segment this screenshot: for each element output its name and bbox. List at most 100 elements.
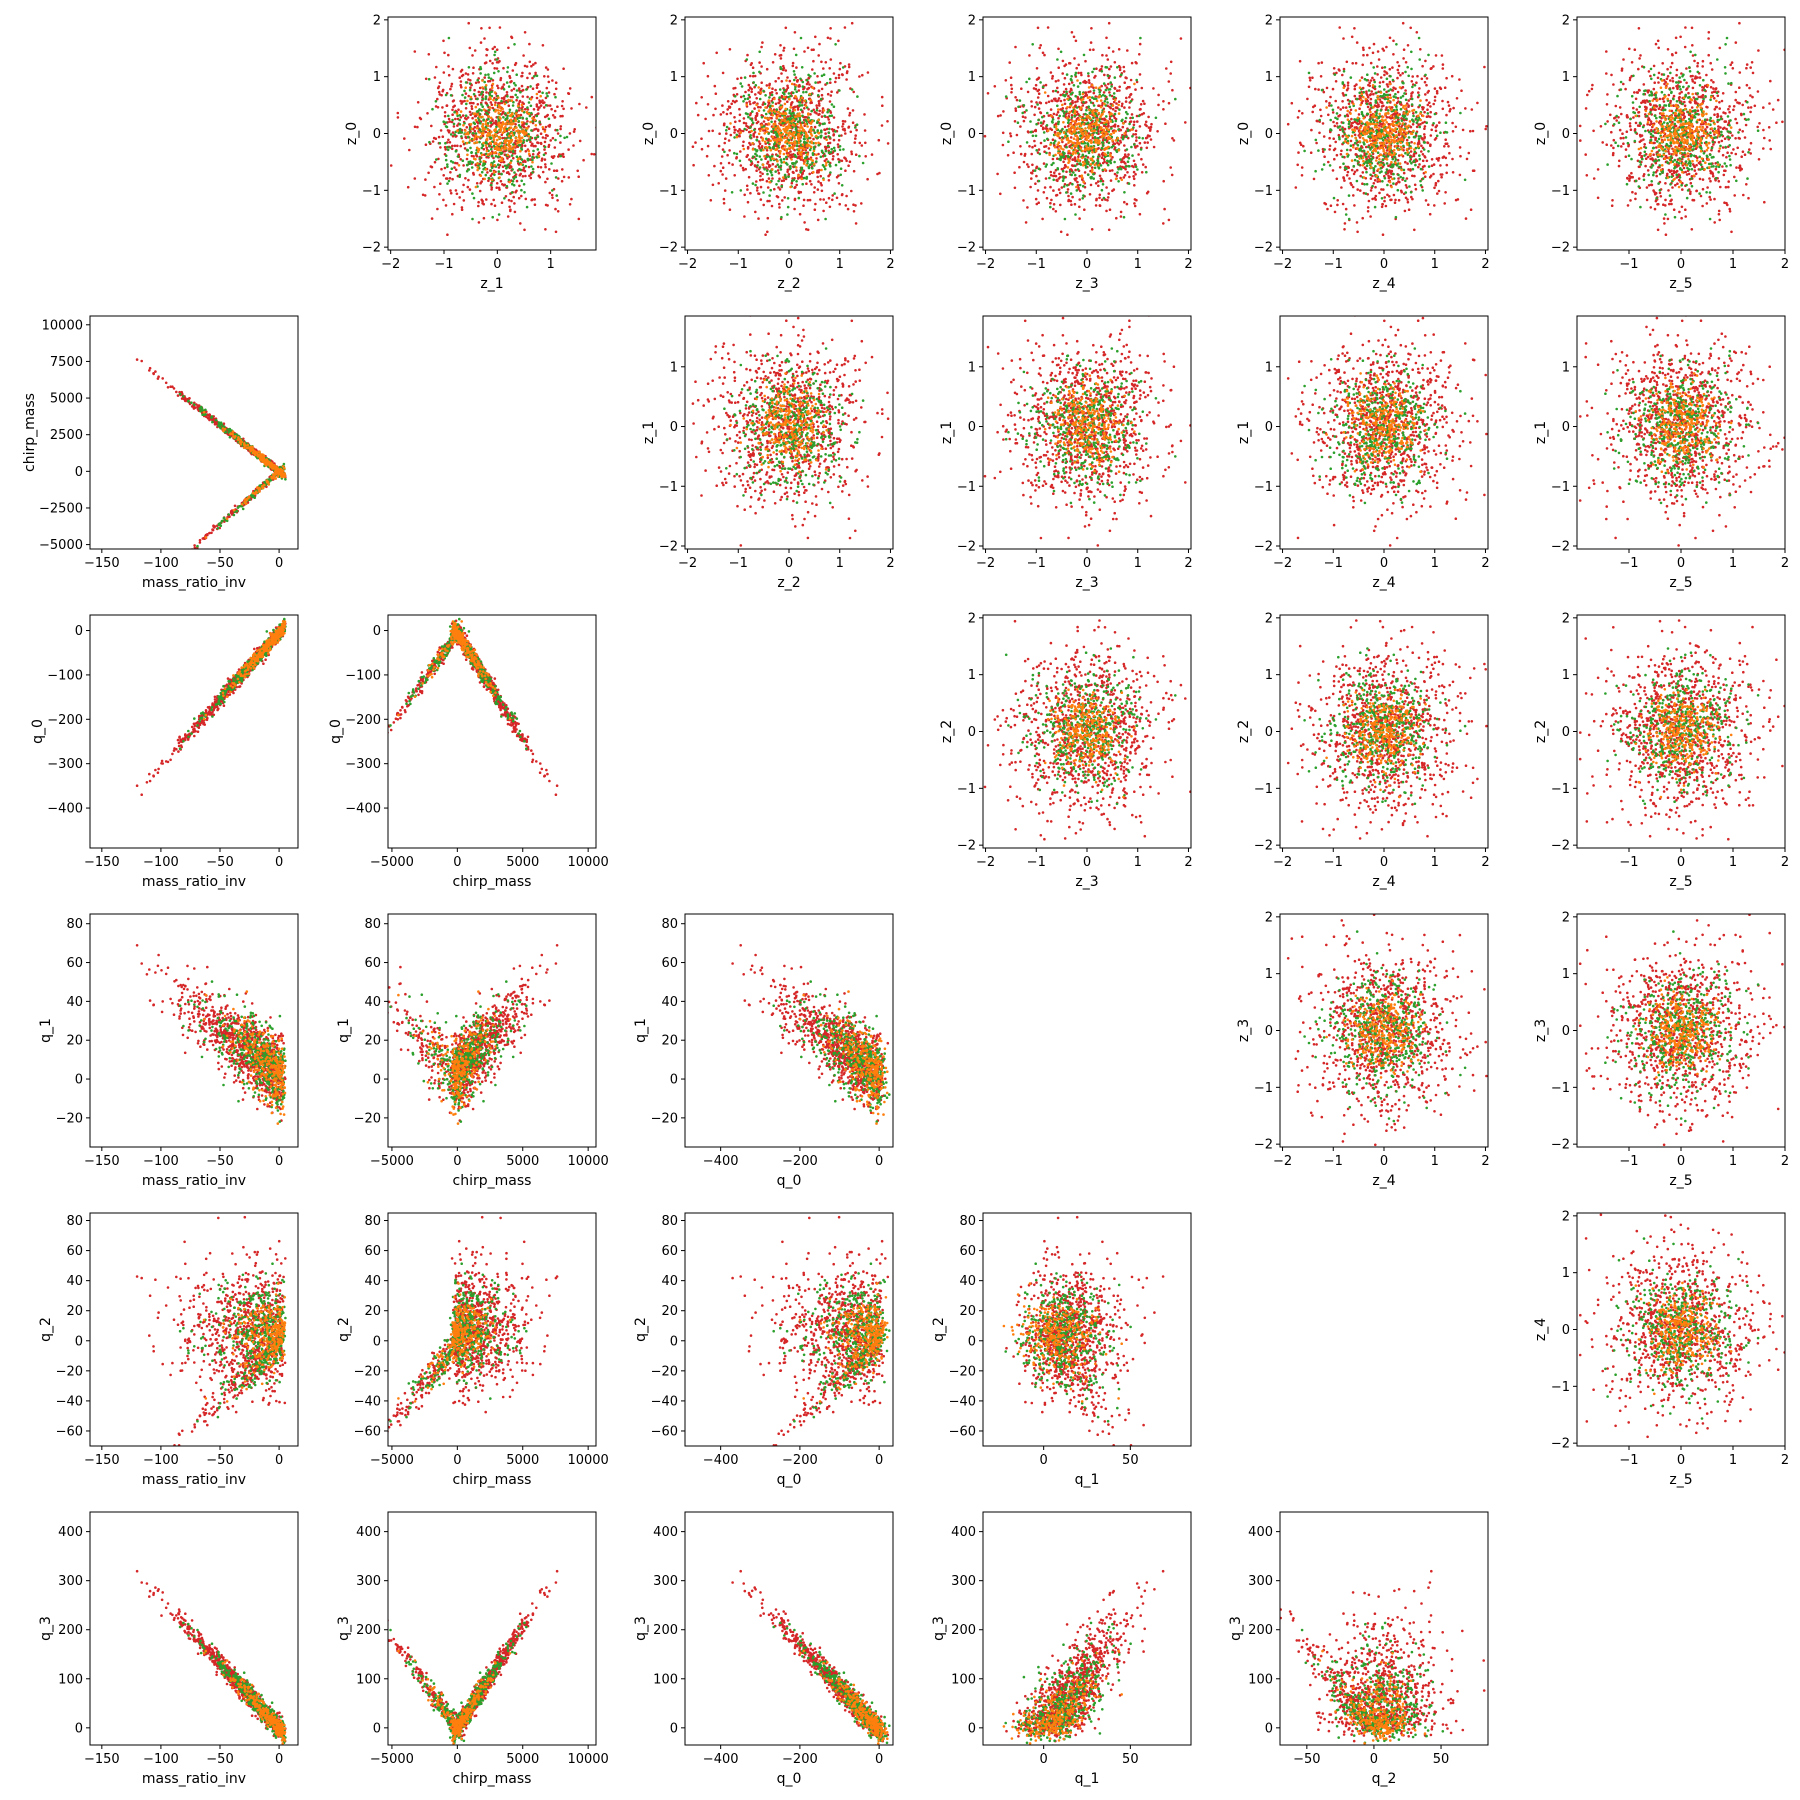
scatter-point <box>1078 217 1081 220</box>
scatter-point <box>553 109 557 113</box>
scatter-point <box>841 128 845 131</box>
scatter-point <box>849 130 853 134</box>
scatter-point <box>472 66 475 69</box>
scatter-point <box>795 144 799 148</box>
scatter-point <box>492 71 496 75</box>
scatter-point <box>850 152 854 156</box>
scatter-point <box>783 119 786 123</box>
scatter-point <box>822 67 825 70</box>
scatter-point <box>1079 189 1082 193</box>
scatter-point <box>491 172 494 176</box>
scatter-point <box>1101 183 1105 186</box>
scatter-point <box>506 132 510 135</box>
scatter-point <box>797 129 801 133</box>
scatter-point <box>762 148 765 152</box>
scatter-point <box>1049 143 1052 146</box>
scatter-point <box>1080 98 1083 102</box>
scatter-point <box>444 177 448 180</box>
scatter-point <box>795 90 798 94</box>
scatter-point <box>817 100 821 103</box>
scatter-point <box>832 116 836 119</box>
scatter-point <box>1010 87 1014 91</box>
scatter-point <box>1091 136 1095 140</box>
scatter-point <box>830 90 833 93</box>
scatter-point <box>451 134 455 138</box>
scatter-point <box>485 198 488 201</box>
scatter-point <box>783 196 786 199</box>
scatter-point <box>1047 100 1051 104</box>
scatter-point <box>1112 124 1115 128</box>
scatter-point <box>749 191 752 195</box>
scatter-point <box>462 199 466 202</box>
scatter-point <box>721 104 724 107</box>
scatter-point <box>784 69 788 72</box>
scatter-point <box>1028 54 1031 57</box>
scatter-point <box>510 148 513 151</box>
scatter-point <box>1174 97 1177 101</box>
scatter-point <box>518 137 522 140</box>
scatter-point <box>487 76 491 79</box>
scatter-point <box>1125 76 1128 80</box>
scatter-point <box>464 72 468 75</box>
scatter-point <box>1068 170 1072 173</box>
scatter-point <box>453 144 457 148</box>
scatter-point <box>774 170 777 173</box>
scatter-point <box>487 176 491 180</box>
scatter-point <box>487 108 490 112</box>
scatter-point <box>542 106 546 109</box>
scatter-point <box>771 114 774 117</box>
scatter-point <box>448 141 452 144</box>
x-tick-label: 2 <box>886 257 894 272</box>
scatter-point <box>760 115 764 119</box>
scatter-point <box>802 204 805 207</box>
scatter-point <box>1098 90 1101 94</box>
scatter-point <box>765 130 769 134</box>
scatter-point <box>1167 101 1171 105</box>
scatter-point <box>1134 173 1137 176</box>
scatter-point <box>1076 162 1079 166</box>
scatter-point <box>1057 66 1060 69</box>
scatter-point <box>475 182 479 185</box>
scatter-point <box>1128 95 1131 99</box>
scatter-point <box>1069 104 1072 108</box>
scatter-point <box>501 183 504 186</box>
scatter-point <box>1118 166 1122 170</box>
scatter-point <box>506 171 510 174</box>
scatter-point <box>800 177 803 181</box>
scatter-point <box>554 87 558 91</box>
scatter-point <box>808 172 811 176</box>
scatter-point <box>484 120 488 123</box>
scatter-point <box>459 116 463 119</box>
scatter-point <box>749 117 752 120</box>
scatter-point <box>790 120 793 123</box>
x-axis-label: z_2 <box>777 276 800 292</box>
scatter-point <box>1130 128 1133 131</box>
y-tick-label: 1 <box>373 70 381 85</box>
scatter-point <box>489 97 492 101</box>
scatter-point <box>782 49 785 52</box>
scatter-point <box>465 117 468 121</box>
scatter-point <box>723 150 726 154</box>
scatter-point <box>1097 155 1100 158</box>
scatter-point <box>531 198 534 201</box>
scatter-point <box>1096 180 1100 183</box>
scatter-point <box>744 112 748 115</box>
scatter-point <box>536 135 540 139</box>
scatter-point <box>466 73 470 76</box>
scatter-point <box>778 155 781 158</box>
scatter-point <box>705 154 709 158</box>
scatter-point <box>812 170 815 174</box>
scatter-point <box>568 132 572 135</box>
scatter-point <box>1028 145 1031 148</box>
scatter-point <box>1108 117 1112 121</box>
scatter-point <box>567 92 570 95</box>
scatter-point <box>1046 94 1050 98</box>
scatter-point <box>1120 73 1123 76</box>
scatter-point <box>805 175 809 179</box>
scatter-point <box>1057 134 1060 138</box>
scatter-point <box>457 164 461 167</box>
scatter-point <box>822 178 825 182</box>
scatter-point <box>790 82 794 86</box>
scatter-point <box>482 127 486 130</box>
scatter-point <box>493 204 497 207</box>
